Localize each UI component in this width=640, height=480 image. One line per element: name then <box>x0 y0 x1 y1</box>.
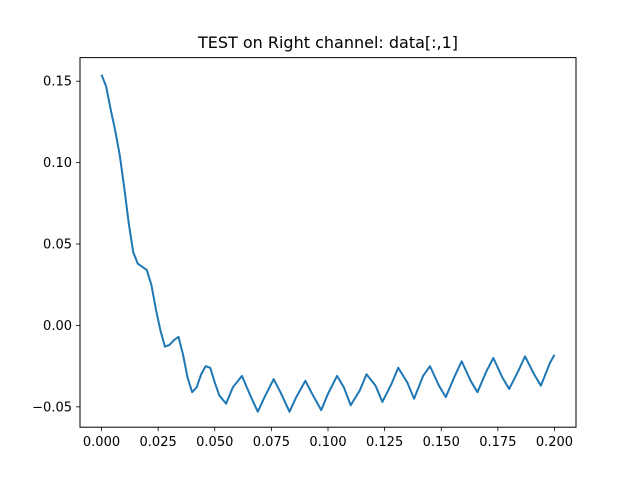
y-tick-label: −0.05 <box>32 400 72 415</box>
x-tick-label: 0.025 <box>140 435 177 450</box>
plot-lines <box>100 74 556 413</box>
plot-frame <box>79 57 577 428</box>
x-tick-label: 0.125 <box>366 435 403 450</box>
x-tick-label: 0.075 <box>253 435 290 450</box>
series-line-0 <box>100 74 556 413</box>
y-tick-label: 0.15 <box>43 75 72 90</box>
chart-title: TEST on Right channel: data[:,1] <box>197 33 458 52</box>
y-tick-label: 0.05 <box>43 238 72 253</box>
y-tick-label: 0.00 <box>43 319 72 334</box>
x-tick-label: 0.200 <box>536 435 573 450</box>
y-axis: −0.05 0.00 0.05 0.10 0.15 <box>32 75 80 415</box>
x-axis: 0.000 0.025 0.050 0.075 0.100 0.125 0.150 0.175… <box>83 427 573 450</box>
x-tick-label: 0.050 <box>196 435 233 450</box>
x-tick-label: 0.175 <box>479 435 516 450</box>
y-tick-label: 0.10 <box>43 156 72 171</box>
x-tick-label: 0.150 <box>423 435 460 450</box>
x-tick-label: 0.000 <box>83 435 120 450</box>
x-tick-label: 0.100 <box>309 435 346 450</box>
